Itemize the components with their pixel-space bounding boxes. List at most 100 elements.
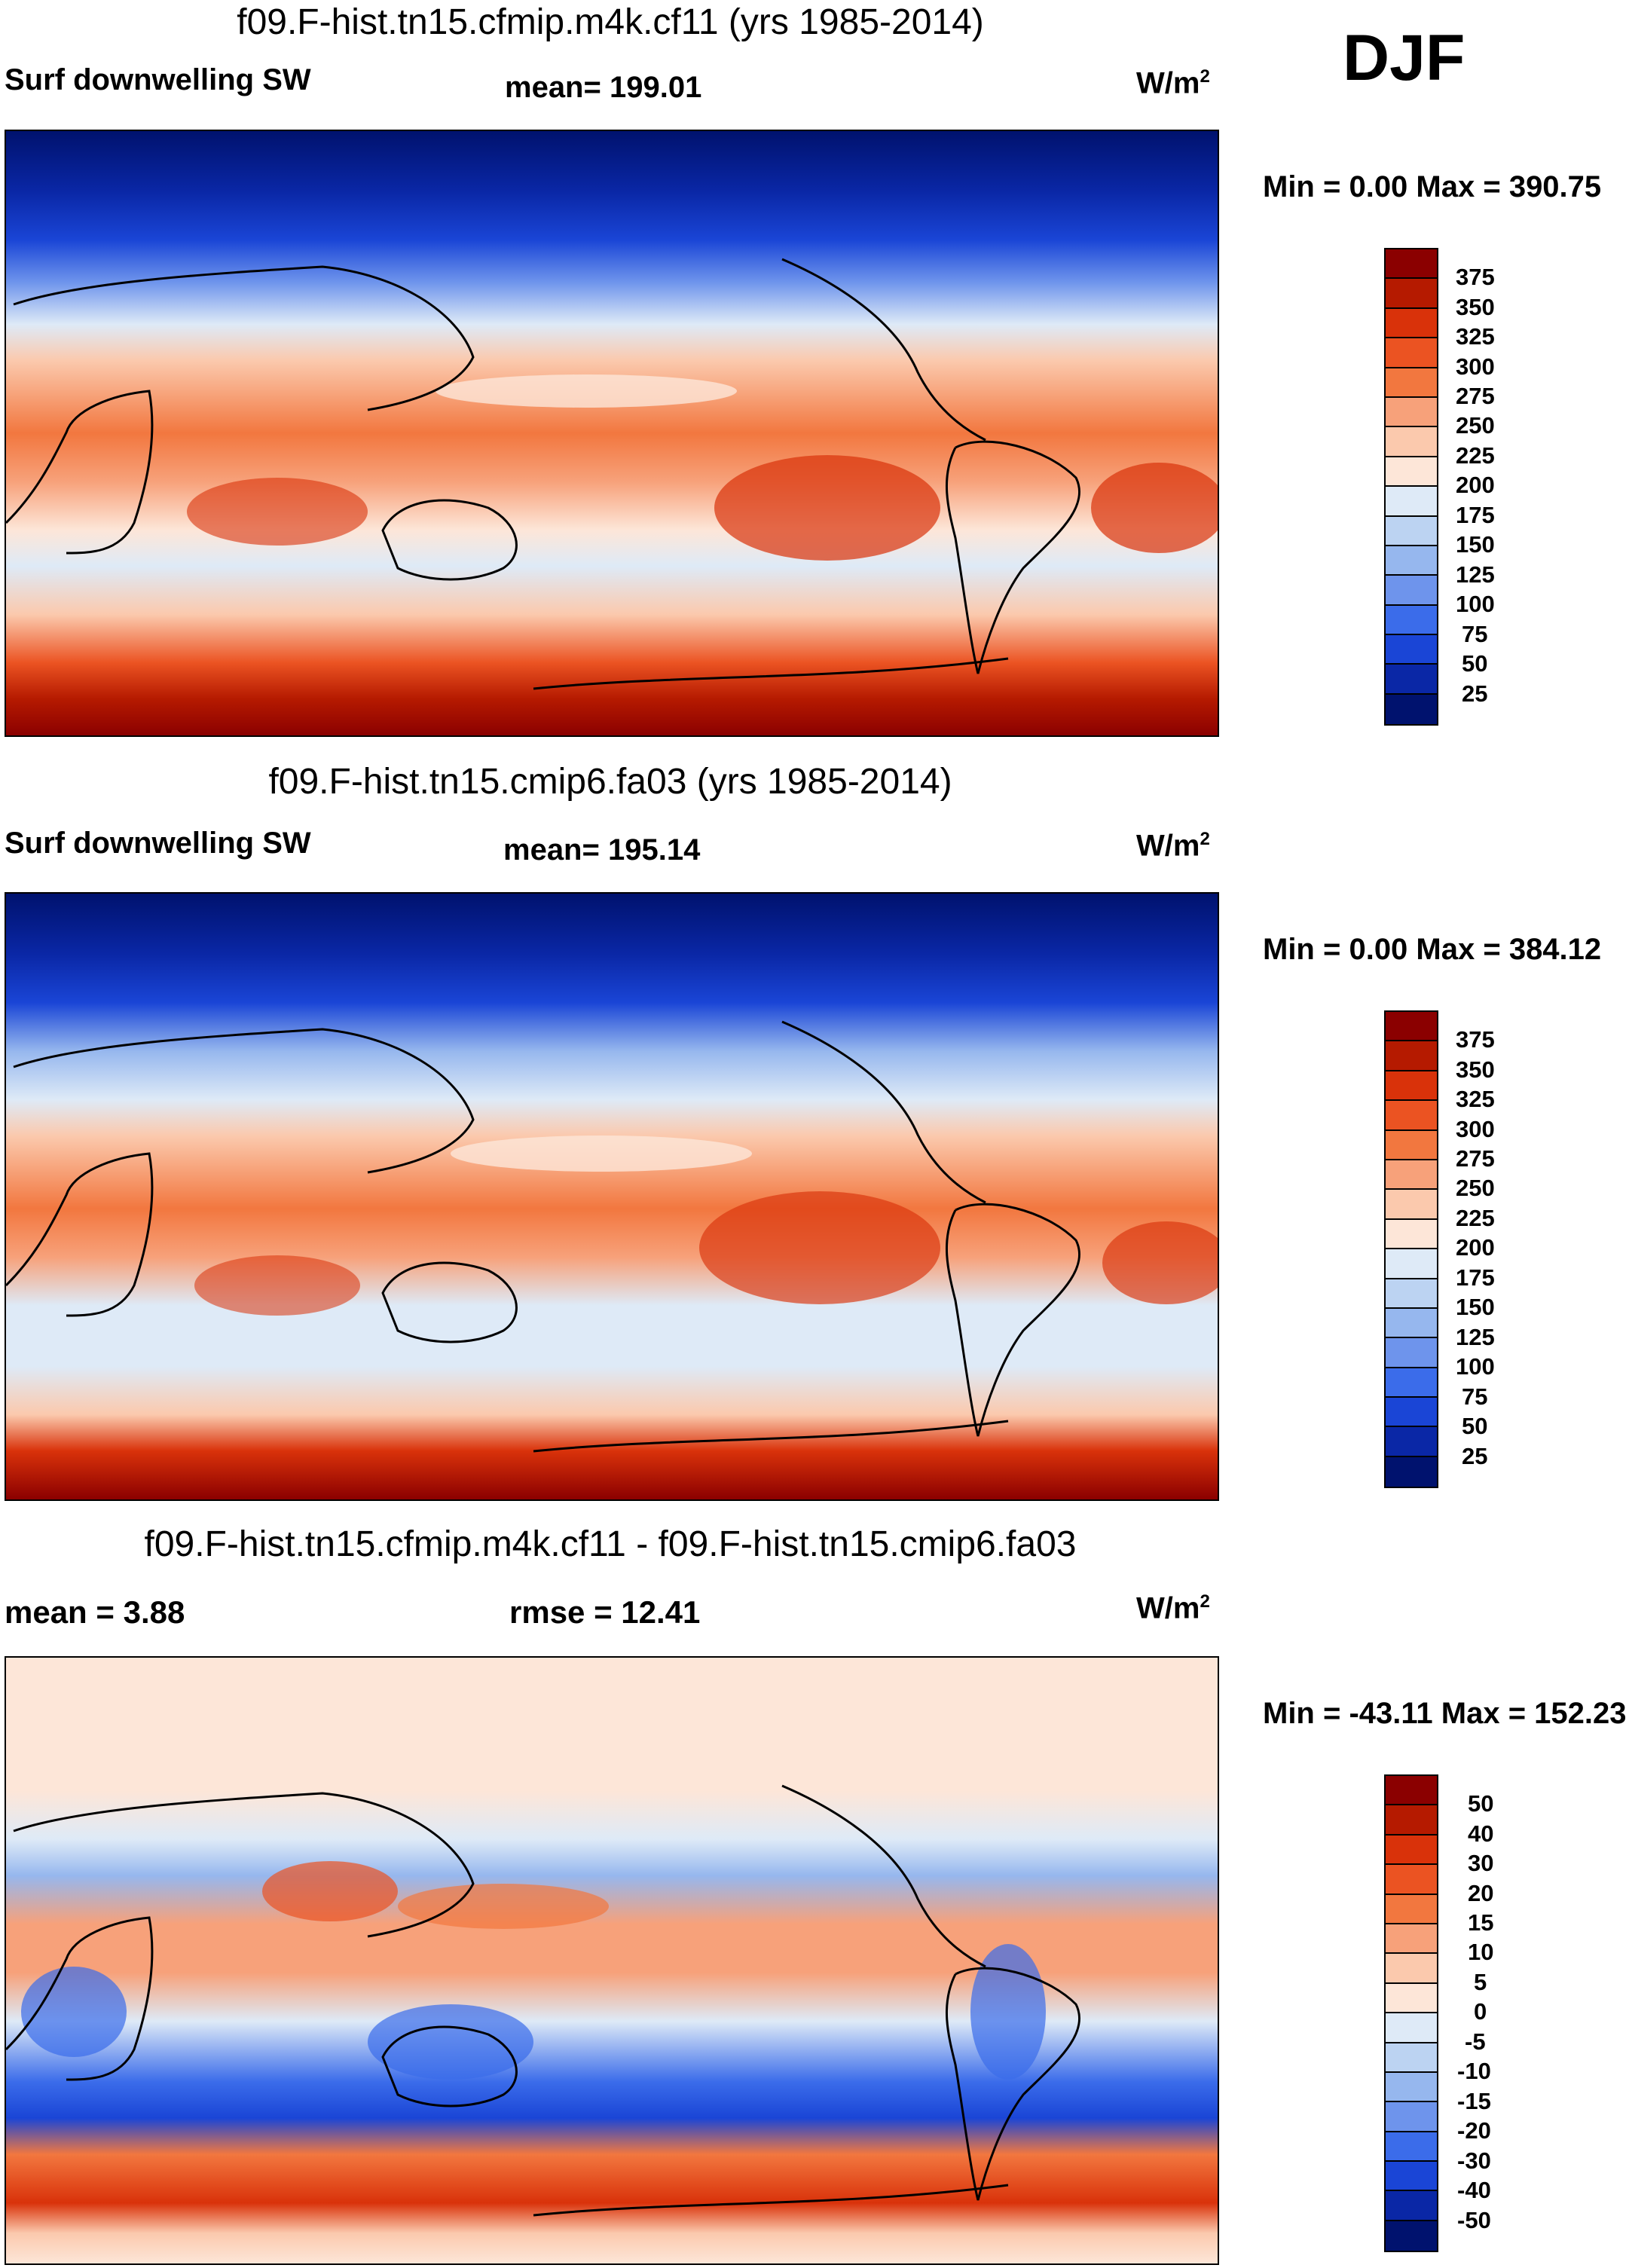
panel-3-title: f09.F-hist.tn15.cfmip.m4k.cf11 - f09.F-h… — [144, 1524, 1077, 1564]
colorbar-tick-label: 375 — [1456, 264, 1495, 290]
panel-3-colorbar-swatch — [1386, 2191, 1437, 2221]
panel-1-units: W/m2 — [1136, 66, 1210, 100]
panel-3-colorbar — [1384, 1774, 1438, 2252]
panel-1-title: f09.F-hist.tn15.cfmip.m4k.cf11 (yrs 1985… — [237, 2, 984, 42]
colorbar-tick-label: 225 — [1456, 1205, 1495, 1231]
panel-3-colorbar-swatch — [1386, 1894, 1437, 1924]
panel-2-mean-label: mean= 195.14 — [503, 833, 701, 867]
panel-3-colorbar-swatch — [1386, 2221, 1437, 2251]
colorbar-tick-label: 125 — [1456, 1324, 1495, 1350]
colorbar-tick-label: 75 — [1462, 621, 1488, 647]
colorbar-tick-label: 20 — [1468, 1880, 1494, 1906]
panel-3-colorbar-swatch — [1386, 1983, 1437, 2014]
colorbar-tick-label: 250 — [1456, 412, 1495, 439]
colorbar-tick-label: 325 — [1456, 1086, 1495, 1112]
panel-1-colorbar-swatch — [1386, 457, 1437, 488]
panel-1-colorbar-swatch — [1386, 487, 1437, 517]
panel-2-colorbar-swatch — [1386, 1398, 1437, 1428]
colorbar-tick-label: 15 — [1468, 1909, 1494, 1936]
colorbar-tick-label: 75 — [1462, 1383, 1488, 1410]
panel-3-rmse-label: rmse = 12.41 — [509, 1594, 701, 1630]
panel-3-colorbar-swatch — [1386, 1865, 1437, 1895]
panel-3-colorbar-swatch — [1386, 2013, 1437, 2043]
colorbar-tick-label: 200 — [1456, 472, 1495, 498]
panel-3-colorbar-swatch — [1386, 1776, 1437, 1806]
colorbar-tick-label: 100 — [1456, 1353, 1495, 1380]
panel-2-colorbar-swatch — [1386, 1338, 1437, 1368]
panel-2-colorbar-swatch — [1386, 1130, 1437, 1160]
panel-3-colorbar-swatch — [1386, 2102, 1437, 2132]
panel-2-colorbar-swatch — [1386, 1427, 1437, 1457]
colorbar-tick-label: 175 — [1456, 1264, 1495, 1291]
panel-1-colorbar-swatch — [1386, 605, 1437, 636]
panel-2-colorbar-swatch — [1386, 1456, 1437, 1487]
panel-2-colorbar-swatch — [1386, 1190, 1437, 1220]
panel-1-map — [5, 130, 1219, 737]
colorbar-tick-label: -20 — [1457, 2117, 1491, 2144]
panel-1-variable-label: Surf downwelling SW — [5, 63, 311, 96]
panel-1-colorbar-swatch — [1386, 249, 1437, 280]
colorbar-tick-label: -40 — [1457, 2177, 1491, 2203]
colorbar-tick-label: 375 — [1456, 1026, 1495, 1053]
panel-1-colorbar — [1384, 248, 1438, 726]
panel-3-colorbar-swatch — [1386, 2043, 1437, 2073]
panel-2-colorbar-swatch — [1386, 1012, 1437, 1042]
colorbar-tick-label: 150 — [1456, 531, 1495, 558]
panel-3-colorbar-swatch — [1386, 1805, 1437, 1835]
panel-1-colorbar-swatch — [1386, 694, 1437, 725]
colorbar-tick-label: 250 — [1456, 1175, 1495, 1201]
panel-1-colorbar-swatch — [1386, 368, 1437, 398]
panel-3-map-graphic — [6, 1658, 1218, 2263]
panel-1-colorbar-swatch — [1386, 308, 1437, 339]
colorbar-tick-label: 125 — [1456, 561, 1495, 588]
colorbar-tick-label: 30 — [1468, 1850, 1494, 1876]
colorbar-tick-label: 25 — [1462, 1443, 1488, 1469]
panel-1-mean-label: mean= 199.01 — [505, 71, 702, 104]
panel-2-title: f09.F-hist.tn15.cmip6.fa03 (yrs 1985-201… — [268, 762, 952, 802]
panel-2-colorbar-swatch — [1386, 1308, 1437, 1339]
panel-2-colorbar — [1384, 1010, 1438, 1488]
panel-2-colorbar-swatch — [1386, 1071, 1437, 1102]
colorbar-tick-label: 150 — [1456, 1294, 1495, 1320]
panel-3-colorbar-swatch — [1386, 2132, 1437, 2163]
panel-3-colorbar-swatch — [1386, 1924, 1437, 1955]
colorbar-tick-label: 5 — [1474, 1969, 1487, 1995]
panel-2-colorbar-swatch — [1386, 1041, 1437, 1071]
panel-2-colorbar-swatch — [1386, 1249, 1437, 1279]
colorbar-tick-label: 325 — [1456, 323, 1495, 350]
colorbar-tick-label: 300 — [1456, 353, 1495, 380]
panel-1-colorbar-swatch — [1386, 338, 1437, 368]
panel-3-colorbar-swatch — [1386, 2072, 1437, 2103]
panel-2-colorbar-swatch — [1386, 1101, 1437, 1131]
season-label: DJF — [1343, 22, 1465, 94]
panel-2-variable-label: Surf downwelling SW — [5, 827, 311, 860]
colorbar-tick-label: 350 — [1456, 294, 1495, 320]
panel-2-colorbar-swatch — [1386, 1368, 1437, 1398]
panel-3-colorbar-swatch — [1386, 1954, 1437, 1984]
panel-3-mean-label: mean = 3.88 — [5, 1594, 185, 1630]
colorbar-tick-label: -10 — [1457, 2058, 1491, 2084]
panel-3-units: W/m2 — [1136, 1591, 1210, 1625]
colorbar-tick-label: 275 — [1456, 1145, 1495, 1172]
panel-2-map-graphic — [6, 894, 1218, 1499]
panel-3-map — [5, 1656, 1219, 2265]
colorbar-tick-label: 0 — [1474, 1998, 1487, 2025]
panel-2-colorbar-swatch — [1386, 1279, 1437, 1309]
panel-3-minmax: Min = -43.11 Max = 152.23 — [1263, 1697, 1627, 1730]
colorbar-tick-label: 350 — [1456, 1056, 1495, 1083]
colorbar-tick-label: 50 — [1462, 650, 1488, 677]
colorbar-tick-label: 225 — [1456, 442, 1495, 469]
panel-2-colorbar-swatch — [1386, 1160, 1437, 1191]
panel-1-colorbar-swatch — [1386, 665, 1437, 695]
colorbar-tick-label: 25 — [1462, 680, 1488, 707]
panel-2-map — [5, 892, 1219, 1501]
panel-1-colorbar-swatch — [1386, 427, 1437, 457]
panel-2-minmax: Min = 0.00 Max = 384.12 — [1263, 933, 1602, 966]
panel-1-colorbar-swatch — [1386, 546, 1437, 576]
panel-1-minmax: Min = 0.00 Max = 390.75 — [1263, 170, 1602, 203]
panel-1-map-graphic — [6, 131, 1218, 735]
panel-3-colorbar-swatch — [1386, 1835, 1437, 1866]
colorbar-tick-label: 300 — [1456, 1116, 1495, 1142]
panel-1-colorbar-swatch — [1386, 516, 1437, 546]
panel-2-colorbar-swatch — [1386, 1219, 1437, 1250]
